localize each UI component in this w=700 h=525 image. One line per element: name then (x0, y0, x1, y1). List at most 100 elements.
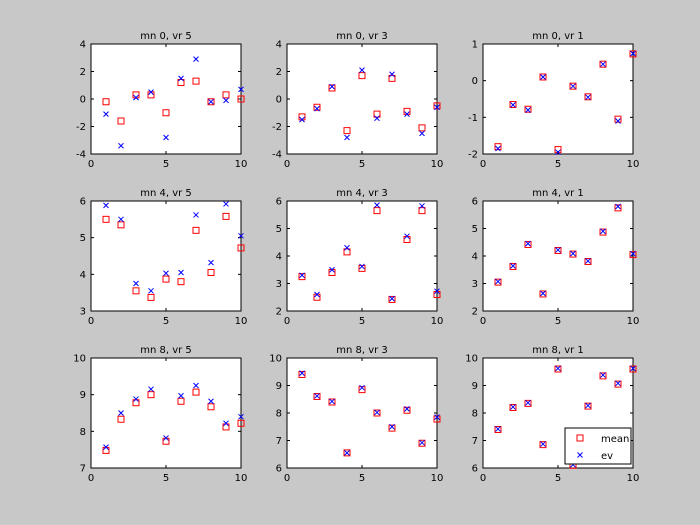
mean-point (222, 212, 230, 220)
x-tick-label: 0 (284, 159, 290, 170)
ev-point (178, 75, 184, 82)
ev-point (208, 98, 214, 105)
ev-point (329, 266, 335, 273)
mean-point (177, 397, 185, 405)
mean-point (433, 102, 441, 110)
mean-point (102, 98, 110, 106)
ev-point (329, 83, 335, 90)
mean-point (177, 79, 185, 86)
mean-point (418, 207, 426, 215)
y-tick-label: 10 (73, 354, 86, 365)
ev-point (238, 232, 244, 239)
mean-point (418, 439, 426, 447)
mean-point (358, 386, 366, 394)
mean-point (298, 371, 306, 378)
subplot-title: mn 0, vr 3 (336, 31, 388, 42)
axes-box (482, 200, 634, 312)
ev-point (178, 269, 184, 276)
subplot-4: mn 4, vr 5 0 5 10 3 4 5 6 (80, 188, 248, 327)
ev-point (615, 380, 621, 387)
ev-point (419, 439, 425, 446)
y-tick-label: 4 (80, 270, 86, 281)
mean-point (539, 290, 547, 298)
axes-box (286, 357, 438, 469)
y-tick-label: 8 (276, 409, 282, 420)
mean-point (584, 93, 592, 101)
mean-point (373, 110, 381, 118)
mean-point (147, 391, 155, 399)
subplot-title: mn 8, vr 3 (336, 345, 388, 356)
ev-point (630, 250, 636, 257)
mean-point (162, 275, 170, 283)
y-tick-label: 10 (465, 354, 478, 365)
x-tick-label: 10 (235, 473, 248, 484)
x-tick-label: 5 (555, 473, 561, 484)
x-tick-label: 10 (431, 316, 444, 327)
subplot-title: mn 0, vr 1 (532, 31, 584, 42)
y-tick-label: 0 (80, 95, 86, 106)
ev-point (314, 105, 320, 112)
mean-point (629, 251, 637, 259)
ev-point (389, 71, 395, 78)
mean-point (539, 73, 547, 81)
ev-point (299, 370, 305, 376)
mean-point (494, 143, 502, 151)
ev-point (389, 423, 395, 430)
y-tick-label: 4 (80, 40, 86, 51)
x-tick-label: 0 (480, 316, 486, 327)
x-tick-label: 10 (627, 159, 640, 170)
x-tick-label: 0 (88, 473, 94, 484)
ev-point (434, 414, 440, 420)
ev-point (359, 263, 365, 270)
subplot-title: mn 0, vr 5 (140, 31, 192, 42)
ev-point (163, 134, 169, 141)
ev-point (208, 259, 214, 266)
ev-point (615, 203, 621, 210)
mean-point (524, 240, 532, 248)
mean-point (237, 244, 245, 252)
ev-point (540, 74, 546, 80)
ev-point (193, 56, 199, 62)
mean-point (343, 127, 351, 135)
subplot-1: mn 0, vr 5 0 5 10 -4 -2 0 2 4 (76, 31, 247, 170)
ev-point (585, 258, 591, 264)
ev-point (163, 435, 169, 441)
ev-point (495, 426, 501, 432)
ev-point (193, 382, 199, 389)
x-tick-label: 5 (359, 473, 365, 484)
mean-point (584, 258, 592, 265)
ev-point (133, 396, 139, 402)
x-tick-label: 10 (235, 316, 248, 327)
mean-point (494, 426, 502, 433)
mean-point (599, 228, 607, 236)
x-tick-label: 5 (163, 159, 169, 170)
x-tick-label: 10 (627, 316, 640, 327)
ev-point (118, 410, 124, 416)
ev-point (133, 280, 139, 287)
axes-box (482, 43, 634, 155)
ev-point (525, 399, 531, 406)
y-tick-label: 9 (80, 390, 86, 401)
y-tick-label: 9 (472, 381, 478, 392)
mean-point (147, 293, 155, 301)
ev-point (540, 290, 546, 297)
ev-point (630, 50, 636, 57)
ev-point (118, 216, 124, 223)
ev-point (148, 287, 154, 294)
ev-point (314, 291, 320, 298)
x-tick-label: 5 (359, 316, 365, 327)
ev-point (570, 83, 576, 90)
y-tick-label: -2 (76, 122, 86, 133)
ev-point (630, 365, 636, 372)
mean-point (343, 449, 351, 457)
ev-point (344, 450, 350, 456)
mean-point (298, 273, 306, 281)
ev-point (133, 94, 139, 101)
ev-point (374, 409, 380, 416)
ev-point (495, 145, 501, 152)
x-tick-label: 0 (88, 316, 94, 327)
y-tick-label: 7 (472, 436, 478, 447)
mean-point (494, 278, 502, 286)
y-tick-label: 10 (269, 354, 282, 365)
mean-point (509, 404, 517, 411)
